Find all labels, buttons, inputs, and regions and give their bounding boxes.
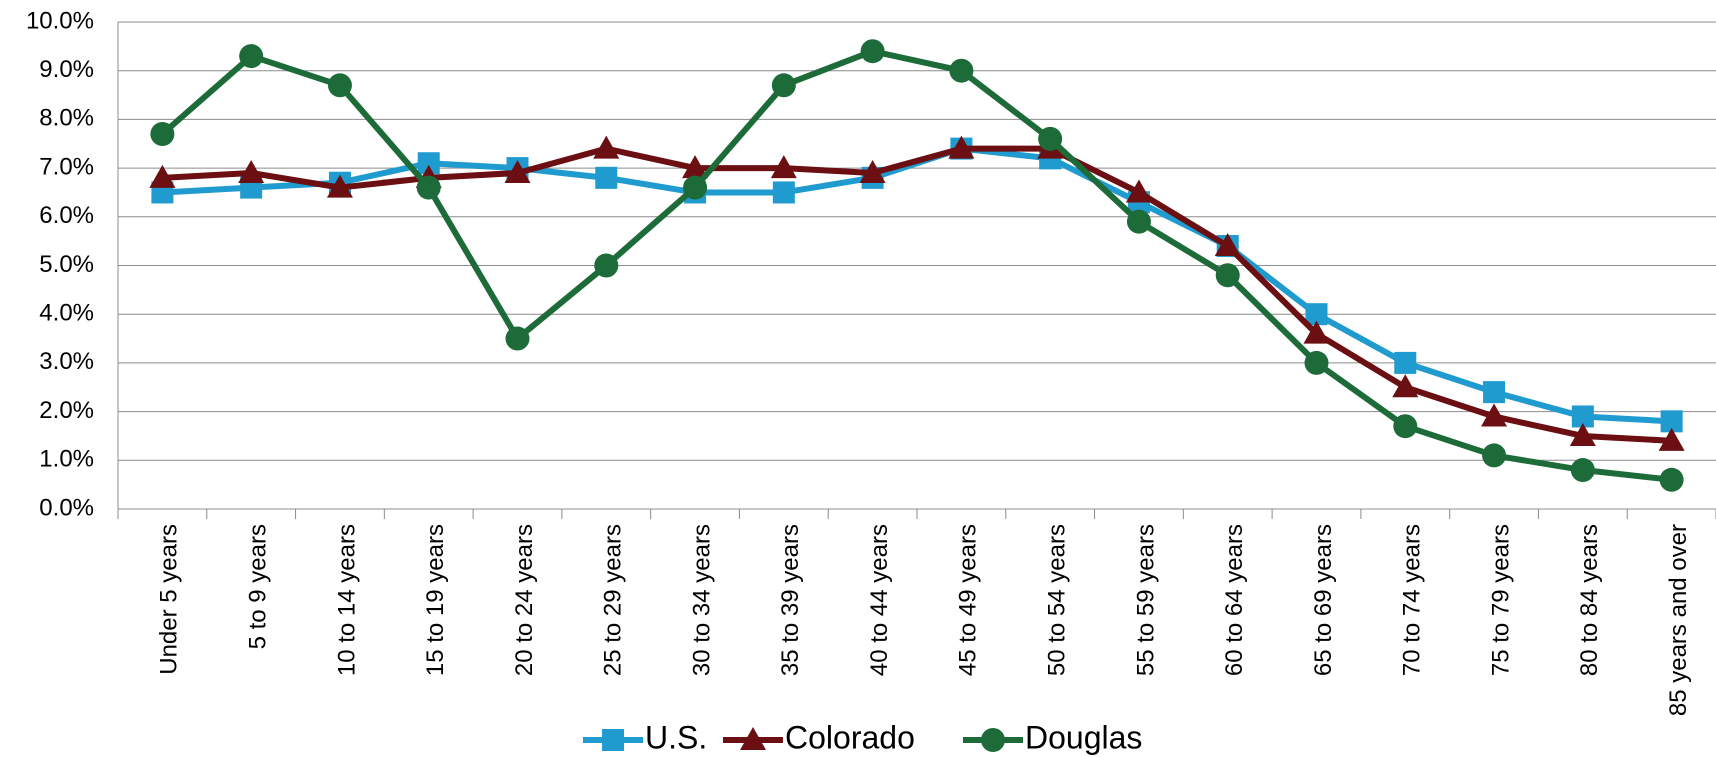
x-tick-label: 80 to 84 years bbox=[1576, 524, 1603, 676]
data-point bbox=[1303, 320, 1330, 344]
data-point bbox=[1658, 427, 1685, 451]
data-point bbox=[1570, 458, 1595, 483]
data-point bbox=[1571, 405, 1594, 428]
data-point bbox=[770, 155, 797, 179]
data-point bbox=[1569, 422, 1596, 446]
x-tick-label: 30 to 34 years bbox=[688, 524, 715, 676]
x-tick-label: 25 to 29 years bbox=[600, 524, 627, 676]
data-point bbox=[1660, 410, 1683, 433]
data-point bbox=[593, 135, 620, 159]
legend-marker bbox=[981, 728, 1005, 752]
series-line bbox=[162, 145, 1672, 444]
data-point bbox=[327, 73, 352, 98]
data-point bbox=[1038, 126, 1063, 151]
data-point bbox=[772, 181, 795, 204]
y-tick-label: 10.0% bbox=[26, 7, 94, 34]
data-point bbox=[1482, 443, 1507, 468]
data-point bbox=[1659, 467, 1684, 492]
data-point bbox=[1393, 414, 1418, 439]
data-point bbox=[948, 135, 975, 159]
y-tick-label: 0.0% bbox=[39, 494, 94, 521]
data-point bbox=[504, 159, 531, 183]
x-tick-label: 15 to 19 years bbox=[422, 524, 449, 676]
data-point bbox=[150, 122, 175, 147]
x-tick-label: 75 to 79 years bbox=[1487, 524, 1514, 676]
data-point bbox=[1304, 350, 1329, 375]
data-point bbox=[326, 174, 353, 198]
y-tick-label: 8.0% bbox=[39, 105, 94, 132]
data-point bbox=[149, 164, 176, 188]
y-tick-label: 6.0% bbox=[39, 202, 94, 229]
x-tick-label: 5 to 9 years bbox=[245, 524, 272, 649]
x-tick-label: 40 to 44 years bbox=[866, 524, 893, 676]
data-point bbox=[1126, 209, 1151, 234]
data-point bbox=[1305, 303, 1328, 326]
data-point bbox=[594, 253, 619, 278]
data-point bbox=[595, 166, 618, 189]
x-tick-label: 85 years and over bbox=[1665, 524, 1692, 716]
data-point bbox=[505, 326, 530, 351]
legend-marker bbox=[602, 729, 624, 751]
data-point bbox=[417, 152, 440, 175]
x-tick-label: 10 to 14 years bbox=[333, 524, 360, 676]
data-point bbox=[1392, 374, 1419, 398]
data-point bbox=[949, 58, 974, 83]
data-point bbox=[682, 155, 709, 179]
data-point bbox=[860, 39, 885, 64]
x-tick-label: 70 to 74 years bbox=[1399, 524, 1426, 676]
data-point bbox=[1483, 381, 1506, 404]
x-tick-label: 65 to 69 years bbox=[1310, 524, 1337, 676]
y-tick-label: 1.0% bbox=[39, 446, 94, 473]
x-tick-label: 50 to 54 years bbox=[1044, 524, 1071, 676]
x-tick-label: 35 to 39 years bbox=[777, 524, 804, 676]
data-point bbox=[1394, 351, 1417, 374]
data-point bbox=[416, 175, 441, 200]
x-tick-label: 55 to 59 years bbox=[1132, 524, 1159, 676]
data-point bbox=[238, 159, 265, 183]
y-tick-label: 5.0% bbox=[39, 251, 94, 278]
x-tick-label: 60 to 64 years bbox=[1221, 524, 1248, 676]
data-point bbox=[1125, 179, 1152, 203]
series-line bbox=[162, 145, 1672, 425]
x-tick-label: 20 to 24 years bbox=[511, 524, 538, 676]
series-line bbox=[160, 48, 1672, 483]
legend-marker bbox=[740, 727, 766, 750]
x-tick-label: Under 5 years bbox=[156, 524, 183, 675]
data-point bbox=[1214, 233, 1241, 257]
legend-label: Douglas bbox=[1025, 719, 1142, 755]
data-point bbox=[771, 73, 796, 98]
data-point bbox=[683, 175, 708, 200]
y-tick-label: 3.0% bbox=[39, 348, 94, 375]
data-point bbox=[1481, 403, 1508, 427]
y-tick-label: 4.0% bbox=[39, 300, 94, 327]
x-tick-label: 45 to 49 years bbox=[955, 524, 982, 676]
y-tick-label: 7.0% bbox=[39, 153, 94, 180]
y-tick-label: 2.0% bbox=[39, 397, 94, 424]
data-point bbox=[239, 44, 264, 69]
data-point bbox=[859, 159, 886, 183]
legend-label: U.S. bbox=[645, 719, 707, 755]
data-point bbox=[1215, 263, 1240, 288]
y-tick-label: 9.0% bbox=[39, 56, 94, 83]
legend-label: Colorado bbox=[785, 719, 915, 755]
